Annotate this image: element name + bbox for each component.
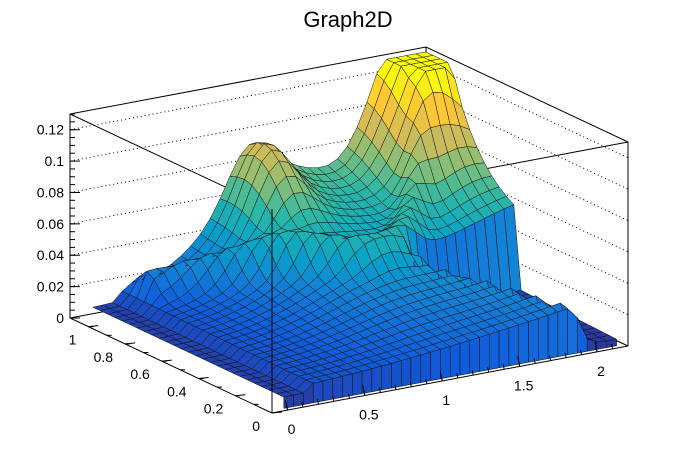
x-tick-label: 0.5 — [359, 407, 379, 423]
x-minor-tick — [518, 361, 521, 367]
x-minor-tick — [332, 396, 335, 402]
surface-skirt — [283, 394, 294, 409]
surface-skirt — [557, 308, 568, 358]
x-minor-tick — [487, 367, 490, 373]
surface-skirt — [440, 346, 451, 380]
y-tick-label: 0.8 — [94, 349, 114, 365]
surface-skirt — [498, 327, 510, 369]
z-gridline — [69, 187, 629, 284]
x-minor-tick — [347, 393, 350, 399]
x-minor-tick — [409, 381, 412, 387]
surface-mesh — [92, 51, 618, 409]
z-gridline — [69, 124, 629, 221]
frame-edge-front — [271, 345, 629, 414]
z-tick-label: 0.1 — [45, 153, 65, 169]
x-minor-tick — [456, 372, 459, 379]
z-gridline — [69, 62, 629, 159]
z-gridline — [69, 93, 629, 190]
x-minor-tick — [502, 364, 505, 370]
x-minor-tick — [378, 387, 381, 393]
surface-skirt — [449, 343, 461, 378]
y-tick-label: 0.4 — [167, 383, 187, 399]
surface-skirt — [469, 337, 480, 374]
surface-skirt — [410, 354, 422, 385]
surface-skirt — [547, 311, 559, 359]
surface-skirt — [430, 348, 441, 382]
axes-frame-front — [69, 209, 629, 414]
x-minor-tick — [580, 349, 583, 355]
surface-skirt — [312, 380, 324, 404]
surface-skirt — [489, 330, 500, 371]
surface-skirt — [479, 333, 490, 372]
surface-skirt — [401, 357, 412, 387]
chart-title: Graph2D — [303, 7, 392, 32]
z-tick-label: 0.06 — [37, 216, 64, 232]
surface-skirt — [606, 338, 617, 348]
x-tick-label: 2 — [597, 363, 605, 379]
x-minor-tick — [363, 390, 366, 396]
surface-skirt — [352, 370, 363, 396]
surface-skirt — [381, 363, 392, 391]
surface-skirt — [528, 318, 539, 363]
x-tick-label: 1 — [442, 392, 450, 408]
surface-skirt — [459, 340, 471, 376]
surface-skirt — [538, 314, 549, 361]
surface-skirt — [332, 375, 343, 400]
frame-top-back — [69, 46, 629, 143]
x-minor-tick — [301, 402, 304, 408]
y-axis: 0 0.2 0.4 0.6 0.8 1 — [69, 317, 283, 434]
surface-skirt — [322, 378, 333, 402]
x-minor-tick — [471, 370, 474, 376]
x-minor-tick — [316, 399, 319, 405]
x-minor-tick — [440, 375, 443, 382]
z-gridline — [69, 156, 629, 253]
surface-skirt — [391, 360, 402, 389]
x-tick-label: 1.5 — [514, 377, 534, 393]
frame-edge-front — [69, 317, 273, 414]
surface-skirt — [567, 308, 578, 356]
surface-skirt — [518, 321, 529, 365]
x-minor-tick — [285, 404, 288, 411]
x-minor-tick — [425, 378, 428, 384]
x-minor-tick — [549, 355, 552, 361]
y-tick-label: 1 — [69, 332, 77, 348]
y-tick — [271, 411, 283, 414]
y-tick-label: 0.6 — [130, 366, 150, 382]
surface-skirt — [371, 365, 382, 393]
z-tick-label: 0.02 — [37, 279, 64, 295]
x-minor-tick — [564, 352, 567, 358]
x-minor-tick — [394, 384, 397, 390]
z-axis: 0 0.02 0.04 0.06 0.08 0.1 0.12 — [37, 113, 80, 326]
z-tick-label: 0.04 — [37, 247, 64, 263]
surface-skirt — [508, 324, 519, 367]
x-minor-tick — [595, 346, 598, 352]
x-minor-tick — [533, 358, 536, 364]
surface-skirt — [420, 351, 431, 383]
y-tick-label: 0 — [252, 418, 260, 434]
surface-skirt — [596, 340, 608, 350]
z-tick-label: 0.08 — [37, 184, 64, 200]
x-tick-label: 0 — [288, 421, 296, 437]
x-axis: 0 0.5 1 1.5 2 — [284, 341, 614, 437]
x-minor-tick — [611, 343, 614, 350]
surface-skirt — [342, 373, 353, 398]
y-tick-label: 0.2 — [204, 401, 224, 417]
z-tick-label: 0 — [56, 310, 64, 326]
z-tick-label: 0.12 — [37, 122, 64, 138]
